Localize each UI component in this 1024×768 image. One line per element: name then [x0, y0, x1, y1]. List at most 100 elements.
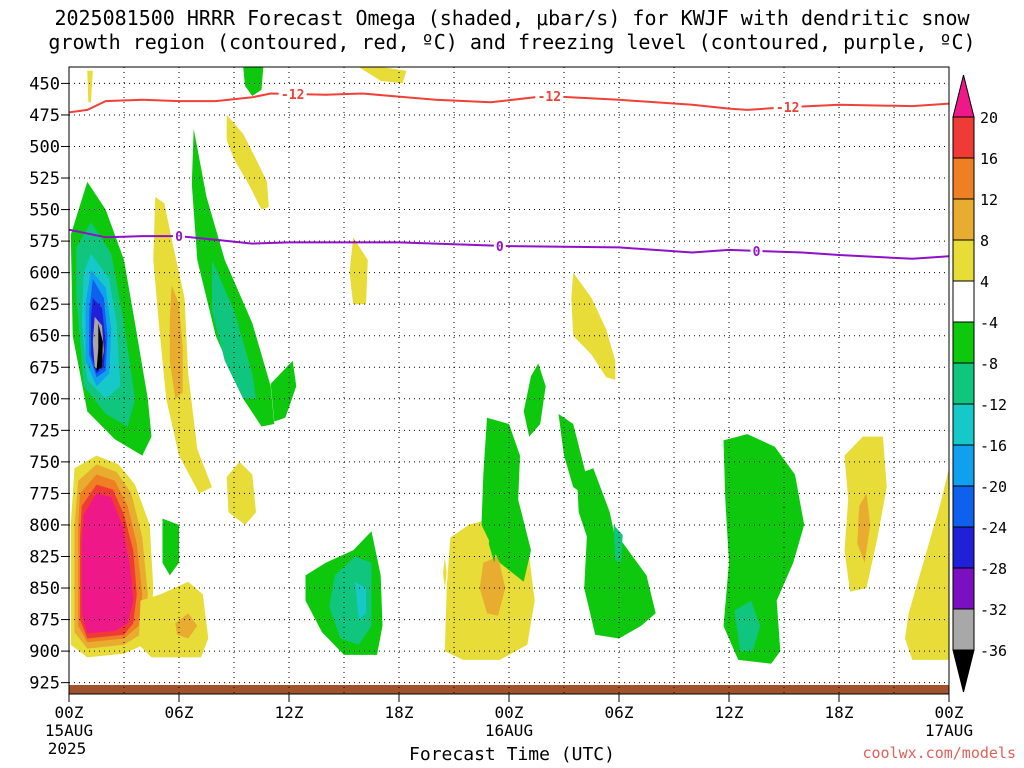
colorbar-box-7 [952, 403, 975, 446]
ytick-label-800: 800 [29, 516, 60, 536]
omega-region-45 [905, 468, 949, 660]
ytick-label-875: 875 [29, 611, 60, 631]
colorbar-label-3: 8 [980, 232, 989, 250]
dgz-label-0: -12 [281, 88, 304, 103]
xtick-date-8: 17AUG [925, 721, 973, 740]
ytick-label-550: 550 [29, 201, 60, 221]
ytick-label-675: 675 [29, 358, 60, 378]
ytick-label-900: 900 [29, 642, 60, 662]
colorbar-top-arrow [952, 74, 975, 118]
freezing-label-bg-2 [750, 243, 763, 258]
omega-region-44 [857, 493, 871, 563]
colorbar-box-11 [952, 567, 975, 610]
ytick-label-650: 650 [29, 327, 60, 347]
colorbar-box-3 [952, 239, 975, 282]
ytick-label-450: 450 [29, 74, 60, 94]
omega-region-41 [723, 434, 805, 664]
colorbar-box-5 [952, 321, 975, 364]
colorbar: 20 16 12 8 4 -4 -8 -12 -16 -20 -24 -28 -32 -36 [952, 74, 1007, 693]
omega-region-9 [212, 260, 256, 399]
chart-title: 2025081500 HRRR Forecast Omega (shaded, … [0, 6, 1024, 54]
colorbar-box-6 [952, 362, 975, 405]
x-axis-label: Forecast Time (UTC) [409, 744, 615, 765]
colorbar-label-4: 4 [980, 273, 989, 291]
xtick-label-8: 00Z [935, 703, 964, 722]
colorbar-label-8: -16 [980, 437, 1007, 455]
ytick-label-775: 775 [29, 484, 60, 504]
colorbar-box-8 [952, 444, 975, 487]
colorbar-box-0 [952, 116, 975, 159]
xtick-label-2: 12Z [275, 703, 304, 722]
freezing-label-2: 0 [753, 245, 761, 260]
ytick-label-600: 600 [29, 264, 60, 284]
title-line-1: 2025081500 HRRR Forecast Omega (shaded, … [54, 6, 970, 30]
dgz-label-bg-2 [773, 100, 802, 115]
omega-region-30 [329, 556, 372, 645]
colorbar-box-2 [952, 198, 975, 241]
colorbar-label-12: -32 [980, 601, 1007, 619]
freezing-contour-line [69, 228, 949, 260]
freezing-label-bg-1 [493, 238, 506, 253]
dgz-label-2: -12 [776, 101, 799, 116]
freezing-label-1: 0 [496, 240, 504, 255]
omega-region-17 [226, 461, 256, 525]
omega-region-18 [349, 237, 368, 305]
omega-region-7 [96, 323, 103, 371]
colorbar-label-7: -12 [980, 396, 1007, 414]
colorbar-label-0: 20 [980, 109, 998, 127]
colorbar-label-1: 16 [980, 150, 998, 168]
omega-region-25 [138, 581, 209, 658]
omega-region-35 [488, 527, 497, 563]
omega-region-39 [576, 468, 638, 620]
xtick-label-1: 06Z [165, 703, 194, 722]
colorbar-box-1 [952, 157, 975, 200]
credit-text: coolwx.com/models [862, 744, 1016, 762]
omega-shading [70, 67, 949, 664]
omega-region-31 [355, 581, 366, 620]
colorbar-label-9: -20 [980, 478, 1007, 496]
colorbar-label-10: -24 [980, 519, 1007, 537]
ytick-label-700: 700 [29, 390, 60, 410]
omega-region-10 [270, 360, 297, 422]
omega-region-27 [162, 518, 179, 576]
colorbar-label-6: -8 [980, 355, 998, 373]
colorbar-box-9 [952, 485, 975, 528]
omega-region-8 [191, 128, 275, 427]
dgz-label-bg-0 [278, 86, 307, 101]
xtick-year-0: 2025 [48, 739, 87, 758]
freezing-label-bg-0 [173, 229, 185, 244]
xtick-label-6: 12Z [715, 703, 744, 722]
omega-region-11 [243, 67, 264, 96]
omega-region-36 [523, 363, 546, 437]
ytick-label-825: 825 [29, 547, 60, 567]
omega-region-26 [175, 613, 198, 639]
colorbar-label-13: -36 [980, 642, 1007, 660]
contours: -12 -12 -12 0 0 0 [69, 86, 949, 260]
omega-region-24 [81, 493, 134, 634]
xtick-label-3: 18Z [385, 703, 414, 722]
omega-region-28 [443, 557, 447, 588]
colorbar-label-5: -4 [980, 314, 998, 332]
omega-region-13 [226, 114, 269, 210]
ytick-label-500: 500 [29, 137, 60, 157]
freezing-label-0: 0 [175, 230, 183, 245]
omega-region-16 [169, 285, 183, 399]
ytick-label-575: 575 [29, 232, 60, 252]
colorbar-box-12 [952, 608, 975, 651]
omega-region-12 [87, 70, 93, 103]
colorbar-bottom-arrow [952, 649, 975, 693]
omega-region-40 [613, 524, 623, 563]
omega-region-37 [558, 413, 586, 494]
ytick-label-725: 725 [29, 421, 60, 441]
ytick-label-850: 850 [29, 579, 60, 599]
xtick-date-4: 16AUG [485, 721, 533, 740]
omega-region-19 [571, 272, 616, 380]
ytick-label-475: 475 [29, 106, 60, 126]
colorbar-label-11: -28 [980, 560, 1007, 578]
xtick-date-0: 15AUG [45, 721, 93, 740]
ytick-label-925: 925 [29, 674, 60, 694]
omega-region-15 [153, 196, 212, 494]
omega-region-33 [479, 556, 506, 616]
